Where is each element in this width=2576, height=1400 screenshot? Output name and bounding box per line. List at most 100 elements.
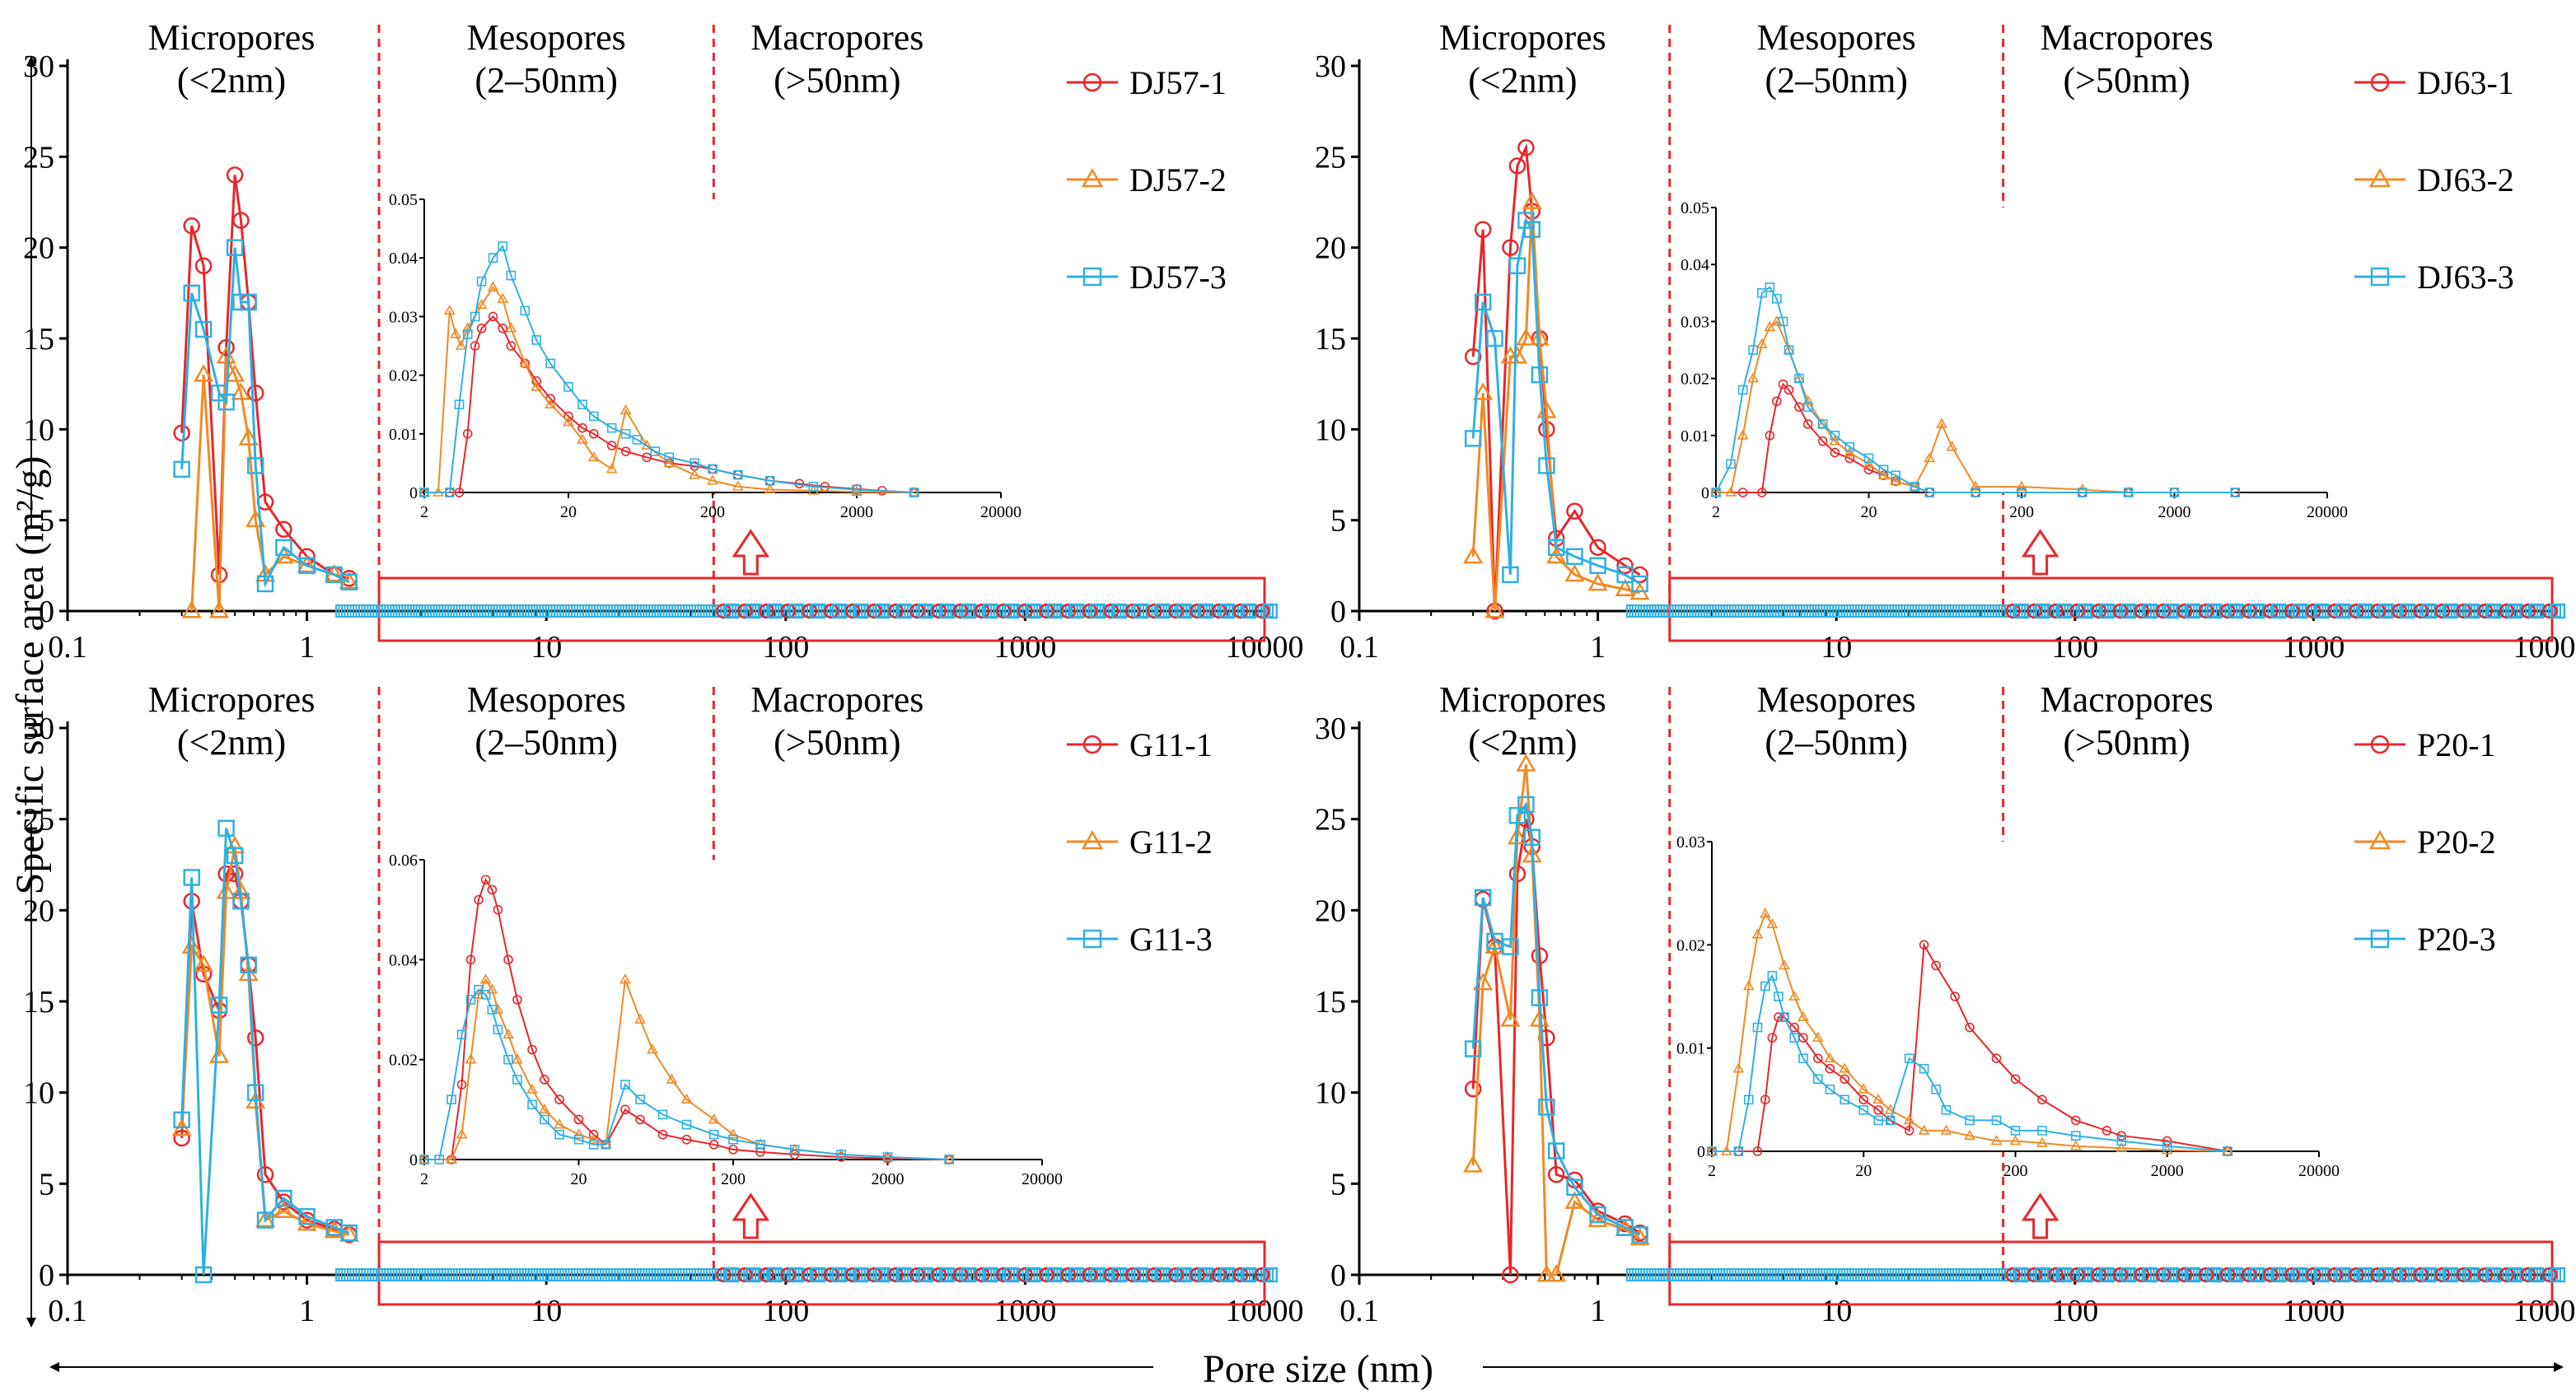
inset-data-point: [689, 469, 701, 479]
inset-data-point: [635, 1114, 645, 1125]
data-point: [1473, 382, 1494, 400]
inset-y-tick-label: 0.05: [1681, 199, 1709, 217]
data-point: [256, 1211, 274, 1229]
legend-marker: [2368, 167, 2391, 188]
inset-data-point: [836, 1150, 846, 1160]
inset-data-point: [1760, 908, 1771, 918]
inset-data-point: [1752, 1146, 1763, 1156]
inset-data-point: [486, 983, 498, 994]
inset-data-point: [1840, 1074, 1850, 1085]
baseline-point: [1082, 1267, 1098, 1283]
inset-data-point: [488, 253, 498, 264]
inset-data-point: [1757, 287, 1767, 298]
baseline-point: [2550, 603, 2566, 619]
baseline-point: [2048, 603, 2064, 619]
legend-marker: [2370, 929, 2390, 949]
data-point: [181, 600, 202, 618]
inset-background: [1712, 842, 2319, 1151]
micropores-label-range: (<2nm): [1468, 60, 1577, 100]
data-point: [1523, 828, 1541, 847]
inset-data-point: [1737, 385, 1748, 395]
baseline-point: [2091, 1267, 2107, 1283]
inset-data-point: [619, 404, 632, 415]
baseline-point: [1254, 603, 1270, 619]
baseline-point: [2048, 1267, 2064, 1283]
inset-x-tick-label: 20: [560, 503, 577, 521]
inset-data-point: [2116, 1131, 2127, 1141]
data-point: [1615, 578, 1635, 596]
inset-series-DJ63-3: [1711, 282, 2241, 497]
y-tick-label: 15: [23, 322, 54, 357]
data-point: [255, 1209, 276, 1228]
x-tick-label: 0.1: [48, 630, 87, 665]
baseline-point: [2069, 1267, 2086, 1283]
baseline-point: [2263, 1267, 2279, 1283]
inset-data-point: [1844, 453, 1855, 464]
data-point: [1566, 502, 1583, 520]
legend-label: G11-2: [1129, 824, 1213, 861]
inset-data-point: [1748, 345, 1758, 355]
x-tick-label: 0.1: [1339, 630, 1379, 665]
inset-data-point: [632, 435, 643, 445]
inset-series-line: [1716, 320, 2129, 493]
inset-x-tick-label: 2000: [2158, 503, 2191, 521]
inset-data-point: [2116, 1136, 2127, 1146]
inset-data-point: [1872, 1093, 1884, 1104]
baseline-point: [823, 603, 839, 619]
baseline-point: [1211, 603, 1227, 619]
data-point: [238, 427, 259, 446]
chart-panel-top-right: 0510152025300.1110100100010000Micropores…: [1315, 17, 2576, 665]
data-point: [1502, 1266, 1519, 1284]
data-point: [298, 548, 316, 566]
inset-data-point: [1924, 452, 1936, 463]
inset-data-point: [1760, 1094, 1770, 1105]
inset-data-point: [1751, 928, 1764, 939]
inset-series-line: [424, 286, 914, 493]
data-point: [1486, 329, 1503, 348]
inset-data-point: [1789, 1022, 1800, 1033]
legend-marker: [1082, 735, 1102, 754]
inset-data-point: [1844, 441, 1855, 452]
baseline-point: [1168, 1267, 1184, 1283]
data-point: [1587, 1209, 1608, 1228]
inset-data-point: [2009, 1135, 2022, 1146]
micropores-label: Micropores: [1439, 17, 1606, 58]
baseline-point: [2176, 1267, 2193, 1283]
data-point: [194, 954, 214, 973]
baseline-point: [888, 603, 904, 619]
baseline-point: [2134, 603, 2150, 619]
baseline-markers: [1625, 1267, 2566, 1283]
macropores-label: Macropores: [2041, 17, 2214, 58]
data-point: [1566, 548, 1583, 566]
data-point: [275, 1189, 292, 1207]
baseline-point: [845, 1267, 861, 1283]
data-point: [1531, 947, 1549, 964]
baseline-point: [2134, 1267, 2150, 1283]
data-point: [225, 364, 245, 382]
inset-data-point: [680, 1093, 693, 1104]
data-point: [173, 1111, 190, 1129]
inset-data-point: [657, 1109, 668, 1120]
series-P20-3: [1464, 796, 1648, 1244]
inset-data-point: [450, 328, 461, 338]
series-line: [180, 872, 350, 1236]
inset-data-point: [540, 1075, 549, 1085]
inset-background: [424, 860, 1042, 1160]
baseline-point: [1262, 603, 1279, 619]
macropores-label-range: (>50nm): [2063, 722, 2190, 763]
inset-data-point: [456, 1080, 467, 1090]
inset-data-point: [527, 1099, 537, 1110]
inset-data-point: [1725, 486, 1737, 497]
inset-data-point: [1863, 464, 1874, 475]
y-tick-label: 30: [1315, 712, 1346, 746]
inset-data-point: [1964, 1129, 1975, 1140]
inset-data-point: [470, 341, 480, 351]
inset-data-point: [545, 398, 557, 409]
baseline-point: [2520, 603, 2536, 619]
baseline-point: [2198, 1267, 2214, 1283]
baseline-point: [2091, 603, 2107, 619]
baseline-point: [2349, 1267, 2364, 1283]
macropores-label-range: (>50nm): [2063, 60, 2190, 100]
